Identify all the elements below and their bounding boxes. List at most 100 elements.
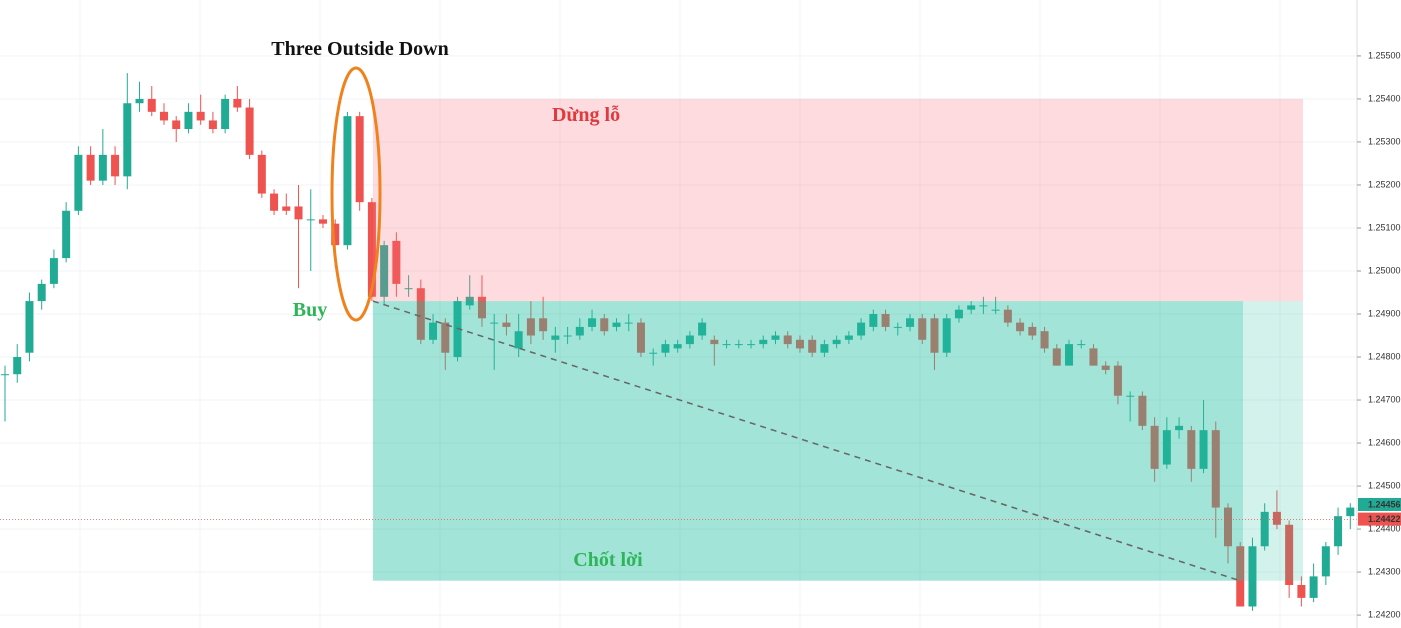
candle-body — [783, 335, 792, 345]
bid-price-label: 1.24422 — [1368, 514, 1401, 524]
grid — [0, 0, 1357, 628]
candle-body — [685, 335, 694, 345]
candle-body — [539, 318, 548, 332]
candle-body — [526, 318, 535, 336]
candle-body — [612, 322, 621, 327]
candle-body — [282, 206, 291, 211]
candle-body — [906, 318, 915, 327]
stop-loss-label: Dừng lỗ — [552, 104, 620, 126]
candle-body — [98, 154, 107, 181]
candle-body — [563, 335, 572, 337]
take-profit-label: Chốt lời — [573, 549, 643, 571]
candle-body — [649, 352, 658, 354]
candle-body — [942, 318, 951, 353]
candle-body — [918, 318, 927, 340]
candles — [1, 73, 1355, 611]
candle-body — [808, 339, 817, 353]
candle-body — [759, 339, 768, 345]
candle-body — [208, 120, 217, 130]
candle-body — [893, 326, 902, 328]
candle-body — [331, 223, 340, 246]
candle-body — [429, 322, 438, 340]
candle-body — [159, 111, 168, 121]
y-tick-label: 1.24200 — [1368, 609, 1401, 619]
candle-body — [1334, 516, 1343, 547]
candle-body — [123, 103, 132, 177]
y-tick-label: 1.24300 — [1368, 566, 1401, 576]
y-tick-label: 1.24700 — [1368, 394, 1401, 404]
candle-body — [1089, 348, 1098, 366]
candle-body — [257, 154, 266, 194]
pattern-highlight — [330, 66, 382, 322]
candle-body — [172, 120, 181, 130]
candle-body — [1321, 546, 1330, 577]
candle-body — [991, 309, 1000, 311]
candle-body — [844, 335, 853, 340]
candle-body — [1, 374, 9, 376]
candle-body — [343, 116, 352, 246]
candle-body — [600, 318, 609, 332]
candle-body — [441, 322, 450, 353]
candle-body — [869, 314, 878, 327]
candle-body — [49, 258, 58, 284]
candle-body — [25, 301, 34, 353]
y-tick-label: 1.25400 — [1368, 93, 1401, 103]
candle-body — [1211, 430, 1220, 508]
candle-body — [1297, 584, 1306, 598]
candle-body — [1077, 344, 1086, 346]
candle-body — [1248, 546, 1257, 607]
y-tick-label: 1.25300 — [1368, 136, 1401, 146]
candle-body — [221, 98, 230, 130]
last-price-label: 1.24456 — [1368, 499, 1401, 509]
take-profit-zone-extension — [1243, 301, 1303, 581]
candle-body — [624, 322, 633, 324]
candle-body — [673, 344, 682, 349]
stop-loss-zone — [372, 98, 1303, 302]
candle-body — [979, 305, 988, 307]
candle-body — [245, 107, 254, 155]
target-path — [372, 300, 1241, 582]
candle-body — [698, 322, 707, 336]
candle-body — [1052, 348, 1061, 366]
candle-body — [147, 98, 156, 112]
candle-body — [771, 335, 780, 340]
candle-body — [832, 339, 841, 345]
y-tick-label: 1.25000 — [1368, 265, 1401, 275]
candle-body — [318, 219, 327, 224]
candle-body — [1285, 524, 1294, 585]
candle-body — [1224, 507, 1232, 547]
candle-body — [62, 210, 71, 259]
candle-body — [74, 154, 83, 211]
candle-body — [1162, 430, 1171, 465]
candle-body — [1101, 365, 1110, 370]
candle-body — [954, 309, 963, 319]
candle-body — [416, 288, 425, 340]
chart-title: Three Outside Down — [271, 38, 448, 60]
candle-body — [111, 154, 120, 177]
candle-body — [1040, 331, 1049, 349]
last-price-tag — [1358, 497, 1401, 511]
candle-body — [588, 318, 597, 327]
candle-body — [1187, 430, 1196, 469]
candle-body — [306, 219, 315, 221]
candle-body — [196, 111, 205, 121]
candle-body — [1028, 326, 1037, 336]
candle-body — [795, 339, 804, 349]
candle-body — [37, 283, 46, 302]
candle-body — [367, 202, 376, 297]
candle-body — [294, 206, 303, 220]
candle-body — [404, 288, 413, 290]
candle-body — [1309, 576, 1318, 598]
candle-body — [1150, 425, 1159, 469]
candle-body — [1113, 365, 1122, 396]
candle-body — [1346, 507, 1355, 517]
candle-body — [967, 305, 976, 310]
candle-body — [13, 357, 22, 375]
candle-body — [380, 245, 389, 297]
candle-body — [392, 240, 401, 284]
y-tick-label: 1.24600 — [1368, 437, 1401, 447]
candle-body — [477, 296, 486, 319]
candle-body — [820, 344, 829, 353]
candle-body — [490, 322, 499, 324]
